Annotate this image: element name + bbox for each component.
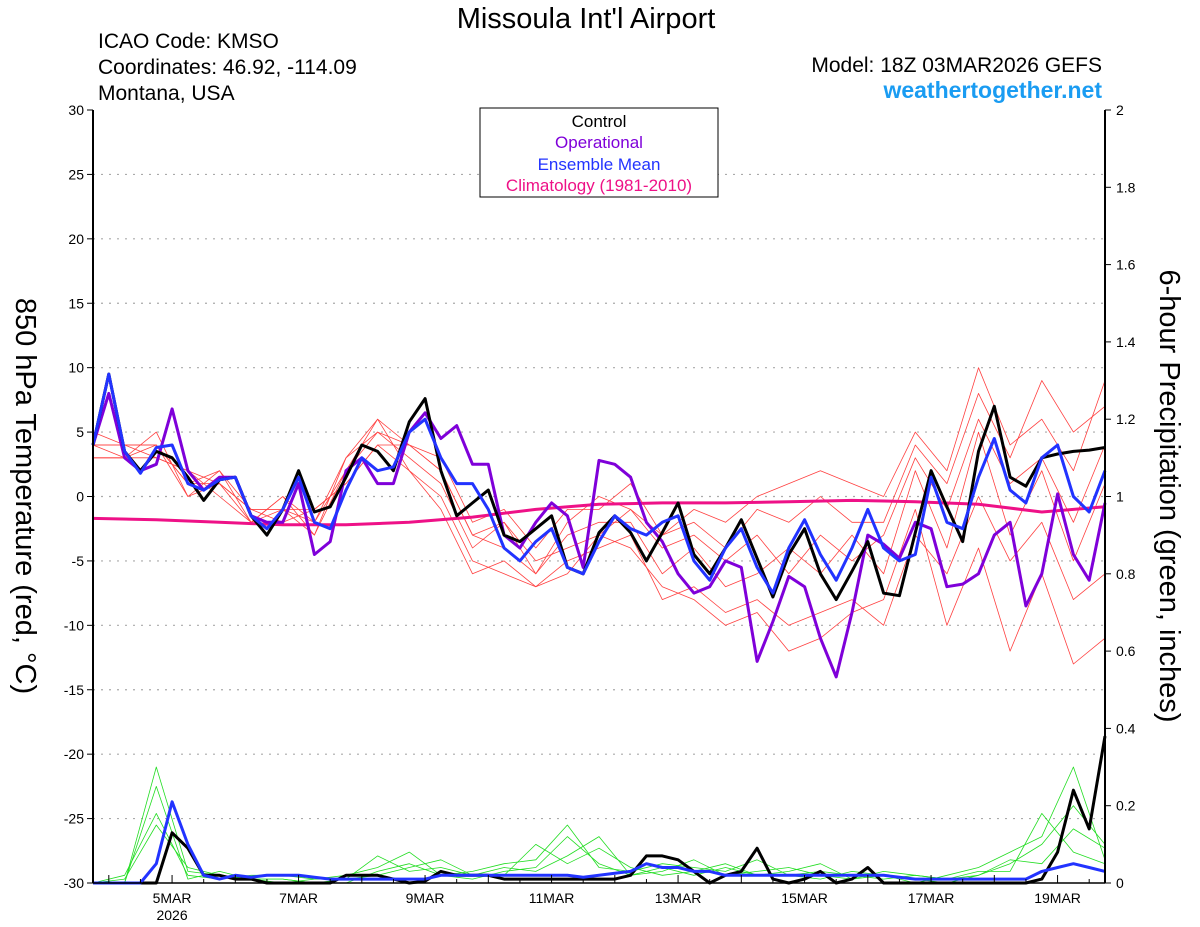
y-tick-label: -25 — [64, 811, 84, 827]
legend-control: Control — [572, 112, 627, 131]
y-tick-label: 15 — [68, 295, 84, 311]
legend-ensemble-mean: Ensemble Mean — [538, 155, 661, 174]
region: Montana, USA — [98, 82, 235, 105]
y-tick-label: -10 — [64, 617, 84, 633]
y-tick-label: 25 — [68, 166, 84, 182]
y-right-tick-label: 0.4 — [1116, 720, 1136, 736]
y-axis-label-right: 6-hour Precipitation (green, inches) — [1153, 270, 1185, 723]
y-tick-label: 5 — [76, 424, 84, 440]
y-tick-label: 10 — [68, 360, 84, 376]
precip-member-line — [93, 766, 1106, 884]
legend-climatology: Climatology (1981-2010) — [506, 176, 692, 195]
control-precip-line — [93, 735, 1107, 885]
y-right-tick-label: 0.2 — [1116, 798, 1136, 814]
coordinates: Coordinates: 46.92, -114.09 — [98, 56, 357, 79]
x-tick-label: 17MAR — [908, 890, 955, 906]
x-tick-label: 13MAR — [655, 890, 702, 906]
y-right-tick-label: 1.2 — [1116, 411, 1136, 427]
x-tick-label: 9MAR — [406, 890, 445, 906]
control-temp-line — [91, 372, 1106, 602]
y-tick-label: 0 — [76, 489, 84, 505]
temp-member-line — [93, 431, 1106, 588]
site-link[interactable]: weathertogether.net — [882, 77, 1102, 103]
y-right-tick-label: 2 — [1116, 102, 1124, 118]
x-tick-label: 19MAR — [1034, 890, 1081, 906]
y-tick-label: -15 — [64, 682, 84, 698]
ensemble-mean-temp-line — [91, 372, 1107, 595]
model-run: Model: 18Z 03MAR2026 GEFS — [811, 54, 1102, 77]
legend: Control Operational Ensemble Mean Climat… — [479, 107, 719, 198]
chart-title: Missoula Int'l Airport — [457, 3, 716, 35]
y-right-tick-label: 0 — [1116, 875, 1124, 891]
x-tick-label: 15MAR — [781, 890, 828, 906]
x-tick-label: 5MAR — [153, 890, 192, 906]
legend-box — [479, 107, 719, 198]
y-right-tick-label: 1.6 — [1116, 257, 1136, 273]
y-tick-label: 30 — [68, 102, 84, 118]
y-right-tick-label: 0.8 — [1116, 566, 1136, 582]
y-tick-label: -5 — [72, 553, 85, 569]
x-tick-label: 7MAR — [279, 890, 318, 906]
y-tick-label: -30 — [64, 875, 84, 891]
x-tick-year: 2026 — [156, 907, 187, 923]
y-axis-label-left: 850 hPa Temperature (red, °C) — [9, 298, 41, 694]
legend-operational: Operational — [555, 133, 643, 152]
precip-member-line — [92, 813, 1106, 884]
gridlines — [93, 173, 1105, 820]
tick-labels: 302520151050-5-10-15-20-25-3021.81.61.41… — [64, 102, 1136, 923]
icao-code: ICAO Code: KMSO — [98, 30, 279, 53]
precip-member-line — [93, 766, 1106, 884]
y-right-tick-label: 1.4 — [1116, 334, 1136, 350]
y-tick-label: 20 — [68, 231, 84, 247]
x-tick-label: 11MAR — [529, 890, 575, 906]
operational-temp-line — [91, 391, 1107, 679]
y-right-tick-label: 1 — [1116, 489, 1124, 505]
ensemble-mean-precip-line — [93, 800, 1106, 885]
y-tick-label: -20 — [64, 746, 84, 762]
y-right-tick-label: 1.8 — [1116, 179, 1136, 195]
temp-member-line — [93, 367, 1106, 549]
y-right-tick-label: 0.6 — [1116, 643, 1136, 659]
